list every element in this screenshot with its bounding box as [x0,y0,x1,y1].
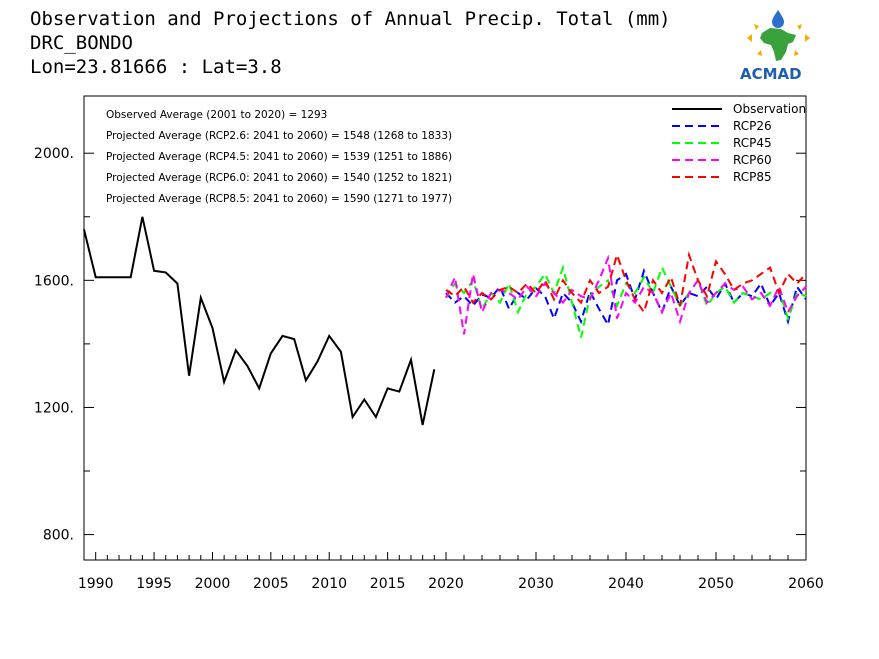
rcp45-average-text: Projected Average (RCP4.5: 2041 to 2060)… [106,151,452,163]
rcp85-average-text: Projected Average (RCP8.5: 2041 to 2060)… [106,193,452,205]
x-tick-label: 1995 [136,576,172,592]
series-line-observation [83,216,436,426]
x-tick-label: 2040 [608,576,644,592]
plot-frame [83,95,807,561]
legend-label-rcp45: RCP45 [733,136,772,150]
series-line-rcp85 [445,250,807,315]
y-tick-label: 1600. [34,273,74,289]
x-tick-label: 2010 [311,576,347,592]
x-tick-label: 2005 [253,576,289,592]
logo-text: ACMAD [740,65,802,83]
legend: Observation RCP26 RCP45 RCP60 RCP85 [672,102,806,184]
y-tick-label: 800. [43,528,74,544]
legend-label-observation: Observation [733,102,806,116]
logo-water-drop-icon [772,10,784,28]
series-layer [83,216,807,426]
station-name: DRC_BONDO [30,32,133,54]
x-tick-label: 2015 [370,576,406,592]
rcp60-average-text: Projected Average (RCP6.0: 2041 to 2060)… [106,172,452,184]
series-line-rcp60 [445,254,807,335]
chart-title: Observation and Projections of Annual Pr… [30,8,671,30]
logo-ray-lower-right [794,50,799,56]
x-tick-label: 2060 [788,576,824,592]
observed-average-text: Observed Average (2001 to 2020) = 1293 [106,109,327,121]
y-axis: 800. 1200. 1600. 2000. [34,146,806,544]
logo-africa-icon [760,28,796,61]
logo-ray-lower-left [757,50,762,56]
station-coordinates: Lon=23.81666 : Lat=3.8 [30,56,282,78]
acmad-logo: ACMAD [740,10,810,83]
legend-label-rcp26: RCP26 [733,119,772,133]
x-tick-label: 2030 [518,576,554,592]
logo-ray-upper-left [754,24,759,30]
x-tick-label: 1990 [78,576,114,592]
logo-ray-left [747,34,752,42]
rcp26-average-text: Projected Average (RCP2.6: 2041 to 2060)… [106,130,452,142]
statistics-box: Observed Average (2001 to 2020) = 1293 P… [106,109,452,205]
x-tick-label: 2000 [195,576,231,592]
y-tick-label: 2000. [34,146,74,162]
y-tick-label: 1200. [34,400,74,416]
logo-ray-right [805,34,810,42]
x-tick-label: 2020 [428,576,464,592]
logo-ray-upper-right [797,24,802,30]
series-line-rcp45 [445,264,807,338]
x-tick-label: 2050 [698,576,734,592]
legend-label-rcp85: RCP85 [733,170,772,184]
x-axis: 1990 1995 2000 2005 2010 2015 2020 2030 2040 2050… [78,552,824,592]
legend-label-rcp60: RCP60 [733,153,772,167]
